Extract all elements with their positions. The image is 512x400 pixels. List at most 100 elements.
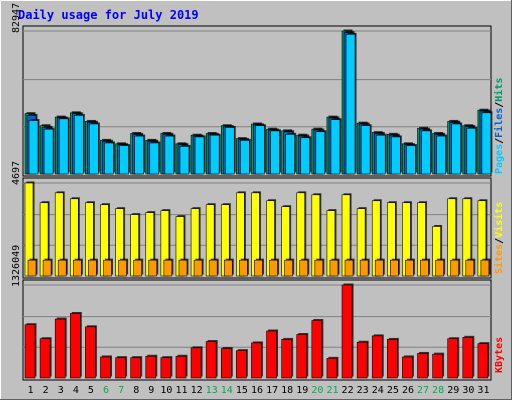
bar-visits-sites-sites-25 — [390, 259, 399, 277]
bar-kbytes-kbytes-10 — [160, 357, 172, 379]
bar-hits-files-pages-pages-9 — [149, 142, 160, 175]
bar-hits-files-pages-pages-26 — [406, 145, 416, 175]
legend-entry-hits-files-pages-2: Files — [493, 108, 505, 138]
x-tick-15: 15 — [236, 385, 248, 396]
bar-hits-files-pages-pages-6 — [104, 142, 114, 175]
bar-hits-files-pages-pages-27 — [421, 130, 431, 175]
bar-visits-sites-sites-21 — [329, 259, 339, 277]
legend-entry-hits-files-pages-0: Pages — [494, 144, 505, 174]
legend-entry-hits-files-pages-4: Hits — [493, 78, 505, 102]
bar-hits-files-pages-pages-13 — [209, 134, 220, 175]
bar-hits-files-pages-pages-2 — [43, 128, 54, 175]
x-tick-31: 31 — [477, 385, 489, 396]
bar-hits-files-pages-pages-7 — [119, 145, 129, 175]
x-tick-4: 4 — [73, 385, 79, 396]
x-tick-14: 14 — [221, 385, 233, 396]
bar-visits-sites-sites-19 — [299, 259, 309, 277]
legend-entry-kbytes-0: KBytes — [494, 337, 505, 373]
x-tick-2: 2 — [43, 385, 49, 396]
bar-visits-sites-sites-5 — [88, 259, 97, 277]
y-tick-visits-sites: 4697 — [11, 161, 22, 185]
x-tick-29: 29 — [447, 385, 459, 396]
bar-kbytes-kbytes-18 — [281, 339, 292, 379]
bar-kbytes-kbytes-1 — [24, 324, 36, 379]
bar-kbytes-kbytes-29 — [447, 338, 459, 379]
bar-kbytes-kbytes-30 — [462, 337, 474, 379]
bar-visits-sites-sites-13 — [208, 259, 218, 277]
bar-hits-files-pages-pages-31 — [481, 112, 492, 175]
bar-visits-sites-sites-6 — [103, 259, 112, 277]
chart-title: Daily usage for July 2019 — [18, 8, 199, 22]
x-tick-18: 18 — [281, 385, 293, 396]
bar-visits-sites-sites-29 — [450, 259, 460, 277]
x-tick-3: 3 — [58, 385, 64, 396]
bar-hits-files-pages-pages-21 — [330, 119, 341, 175]
bar-kbytes-kbytes-24 — [371, 335, 383, 379]
x-tick-19: 19 — [296, 385, 308, 396]
x-tick-23: 23 — [357, 385, 369, 396]
bar-kbytes-kbytes-28 — [432, 353, 443, 379]
bar-kbytes-kbytes-31 — [477, 343, 489, 379]
bar-hits-files-pages-pages-5 — [89, 123, 99, 175]
bar-hits-files-pages-pages-22 — [345, 34, 356, 175]
x-tick-25: 25 — [387, 385, 399, 396]
legend-hits-files-pages: Pages/Files/Hits — [493, 78, 505, 174]
legend-kbytes: KBytes — [494, 337, 505, 373]
bar-visits-sites-sites-3 — [57, 259, 67, 277]
bar-kbytes-kbytes-15 — [236, 350, 247, 379]
bar-hits-files-pages-pages-19 — [300, 137, 311, 175]
x-tick-24: 24 — [372, 385, 384, 396]
x-tick-28: 28 — [432, 385, 444, 396]
bar-visits-sites-sites-30 — [465, 259, 475, 277]
x-tick-30: 30 — [462, 385, 474, 396]
x-tick-21: 21 — [326, 385, 338, 396]
bar-visits-sites-sites-1 — [27, 259, 37, 277]
bar-kbytes-kbytes-9 — [145, 355, 157, 379]
bar-kbytes-kbytes-6 — [100, 356, 111, 379]
legend-entry-hits-files-pages-1: / — [494, 138, 505, 144]
x-tick-26: 26 — [402, 385, 414, 396]
bar-visits-sites-sites-17 — [269, 259, 278, 277]
bar-visits-sites-sites-8 — [133, 259, 142, 277]
bar-visits-sites-sites-9 — [148, 259, 158, 277]
x-tick-11: 11 — [175, 385, 187, 396]
bar-hits-files-pages-pages-25 — [391, 136, 401, 175]
x-tick-17: 17 — [266, 385, 278, 396]
x-tick-7: 7 — [118, 385, 124, 396]
bar-hits-files-pages-pages-24 — [375, 134, 386, 175]
bar-hits-files-pages-pages-11 — [179, 146, 190, 175]
bar-kbytes-kbytes-5 — [85, 326, 96, 379]
bar-kbytes-kbytes-25 — [387, 339, 398, 379]
legend-entry-hits-files-pages-3: / — [494, 102, 505, 108]
x-tick-6: 6 — [103, 385, 109, 396]
bar-kbytes-kbytes-16 — [251, 342, 262, 379]
x-tick-16: 16 — [251, 385, 263, 396]
bar-kbytes-kbytes-4 — [69, 313, 81, 379]
x-tick-12: 12 — [191, 385, 203, 396]
bar-visits-sites-sites-14 — [223, 259, 233, 277]
bar-visits-sites-sites-11 — [178, 259, 188, 277]
x-tick-13: 13 — [206, 385, 218, 396]
bar-visits-sites-sites-2 — [42, 259, 52, 277]
bar-hits-files-pages-pages-1 — [28, 120, 39, 175]
bar-kbytes-kbytes-13 — [205, 341, 217, 379]
x-tick-8: 8 — [133, 385, 139, 396]
legend-entry-visits-sites-2: Visits — [493, 202, 505, 238]
bar-hits-files-pages-pages-4 — [73, 115, 84, 175]
bar-kbytes-kbytes-17 — [266, 330, 277, 379]
bar-hits-files-pages-pages-29 — [451, 123, 462, 175]
x-tick-9: 9 — [148, 385, 154, 396]
bar-visits-sites-sites-12 — [193, 259, 203, 277]
bar-visits-sites-sites-4 — [72, 259, 82, 277]
x-tick-27: 27 — [417, 385, 429, 396]
bar-kbytes-kbytes-11 — [175, 355, 187, 379]
bar-hits-files-pages-pages-3 — [58, 118, 69, 175]
x-tick-1: 1 — [28, 385, 34, 396]
bar-visits-sites-sites-15 — [239, 259, 248, 277]
y-tick-kbytes: 1326049 — [11, 245, 22, 287]
bar-visits-sites-sites-7 — [118, 259, 127, 277]
bar-hits-files-pages-pages-12 — [194, 136, 205, 175]
bar-visits-sites-sites-26 — [405, 259, 414, 277]
bar-visits-sites-sites-10 — [163, 259, 173, 277]
